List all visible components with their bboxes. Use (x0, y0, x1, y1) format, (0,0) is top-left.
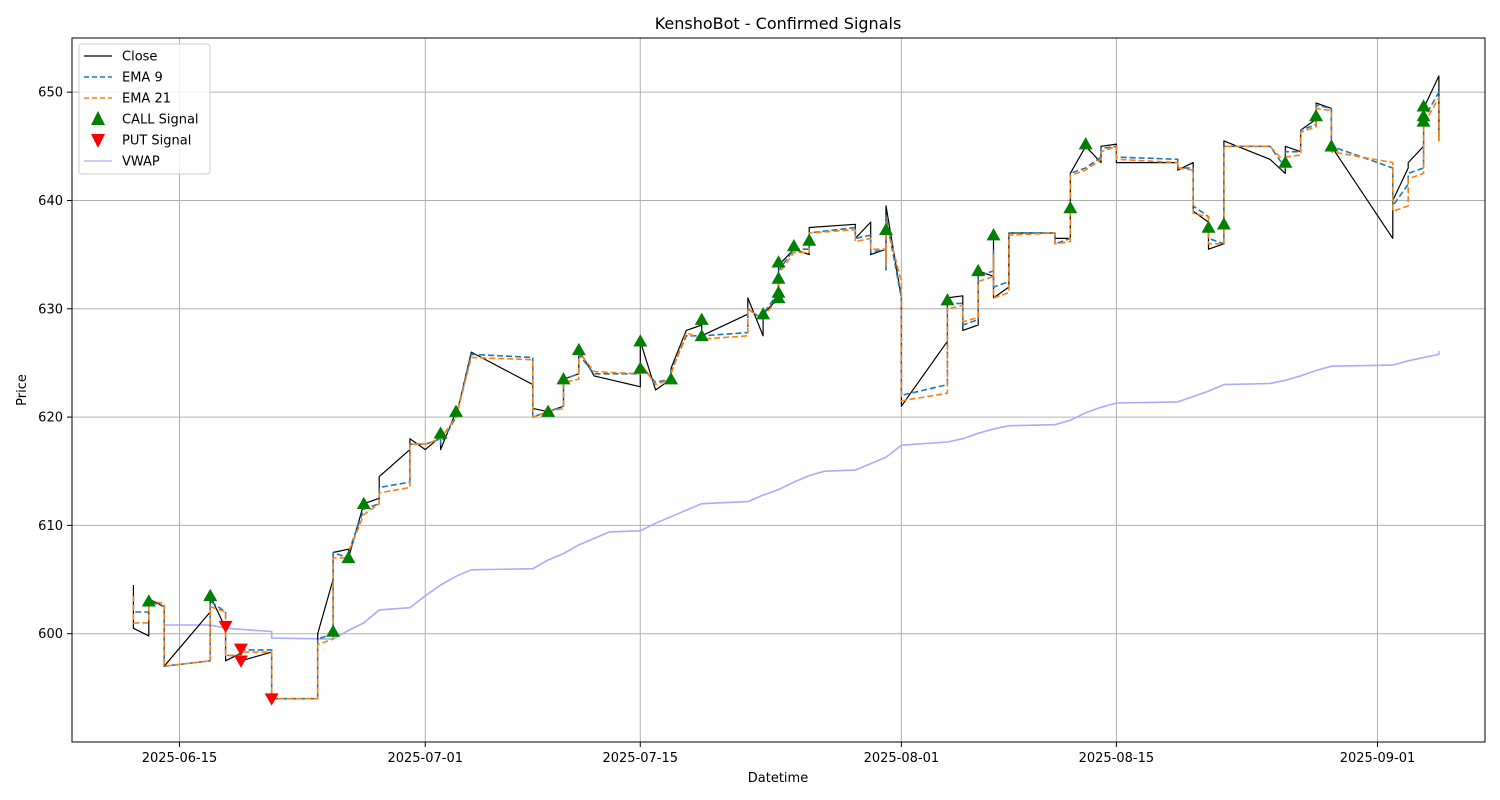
call-signal-marker (771, 255, 786, 268)
call-signal-marker (448, 404, 463, 417)
legend: Close EMA 9 EMA 21 CALL Signal PUT Signal VWA… (78, 43, 211, 175)
legend-item-call-signal: CALL Signal (91, 111, 199, 128)
put-signal-marker (233, 643, 248, 656)
y-tick-label: 600 (38, 627, 63, 642)
legend-swatch (91, 134, 105, 148)
call-signal-marker (1216, 217, 1231, 230)
call-signal-marker (1324, 139, 1339, 152)
call-signal-marker (1278, 155, 1293, 168)
call-signal-marker (571, 342, 586, 356)
y-tick-label: 620 (38, 411, 63, 426)
legend-item-vwap: VWAP (84, 155, 160, 170)
call-signal-marker (141, 594, 156, 607)
x-tick-label: 2025-07-15 (602, 751, 678, 766)
put-signal-marker (264, 693, 279, 706)
x-tick-label: 2025-08-01 (864, 751, 940, 766)
x-axis-ticks: 2025-06-15 2025-07-01 2025-07-15 2025-08-01… (142, 742, 1416, 766)
call-signal-marker (633, 361, 648, 374)
legend-label: PUT Signal (122, 134, 191, 149)
call-signal-marker (326, 624, 341, 637)
call-signal-marker (879, 222, 894, 235)
legend-label: VWAP (122, 155, 160, 170)
call-signal-marker (940, 293, 955, 306)
legend-item-ema-9: EMA 9 (84, 71, 163, 86)
x-tick-label: 2025-06-15 (142, 751, 218, 766)
legend-swatch (91, 111, 105, 125)
put-signal-marker (233, 655, 248, 668)
call-signal-marker (1416, 108, 1431, 122)
y-tick-label: 610 (38, 519, 63, 534)
y-axis-ticks: 600 610 620 630 640 650 (38, 86, 72, 642)
x-axis-label: Datetime (748, 771, 808, 786)
call-signal-marker (694, 312, 709, 325)
call-signal-marker (1416, 99, 1431, 112)
signal-markers (141, 99, 1431, 706)
put-signal-marker (218, 620, 233, 634)
legend-items: Close EMA 9 EMA 21 CALL Signal PUT Signal VWA… (84, 50, 199, 170)
call-signal-marker (203, 588, 218, 602)
call-signal-marker (341, 550, 356, 564)
y-tick-label: 650 (38, 86, 63, 101)
call-signal-marker (356, 496, 371, 509)
call-signal-marker (971, 263, 986, 277)
call-signal-marker (986, 228, 1001, 241)
call-signal-marker (771, 271, 786, 284)
legend-label: CALL Signal (122, 113, 199, 128)
y-tick-label: 640 (38, 194, 63, 209)
legend-item-put-signal: PUT Signal (91, 134, 191, 149)
call-signal-marker (541, 404, 556, 417)
grid (72, 38, 1485, 742)
legend-label: EMA 21 (122, 92, 171, 107)
y-tick-label: 630 (38, 302, 63, 317)
y-axis-label: Price (15, 374, 30, 406)
chart-title: KenshoBot - Confirmed Signals (655, 14, 902, 33)
x-tick-label: 2025-08-15 (1079, 751, 1155, 766)
x-tick-label: 2025-09-01 (1340, 751, 1416, 766)
call-signal-marker (433, 426, 448, 439)
call-signal-marker (556, 372, 571, 385)
series-line-vwap (164, 351, 1440, 640)
call-signal-marker (756, 307, 771, 320)
call-signal-marker (633, 334, 648, 347)
call-signal-marker (802, 233, 817, 246)
call-signal-marker (1201, 220, 1216, 233)
call-signal-marker (786, 238, 801, 252)
call-signal-marker (1078, 137, 1093, 150)
legend-label: Close (122, 50, 157, 65)
x-tick-label: 2025-07-01 (387, 751, 463, 766)
call-signal-marker (771, 285, 786, 298)
legend-item-ema-21: EMA 21 (84, 92, 171, 107)
call-signal-marker (1309, 108, 1324, 122)
legend-item-close: Close (84, 50, 157, 65)
series-line-ema-9 (132, 91, 1440, 700)
plot-frame (71, 37, 1486, 743)
legend-label: EMA 9 (122, 71, 163, 86)
call-signal-marker (1063, 201, 1078, 214)
call-signal-marker (663, 372, 678, 385)
call-signal-marker (694, 328, 709, 342)
